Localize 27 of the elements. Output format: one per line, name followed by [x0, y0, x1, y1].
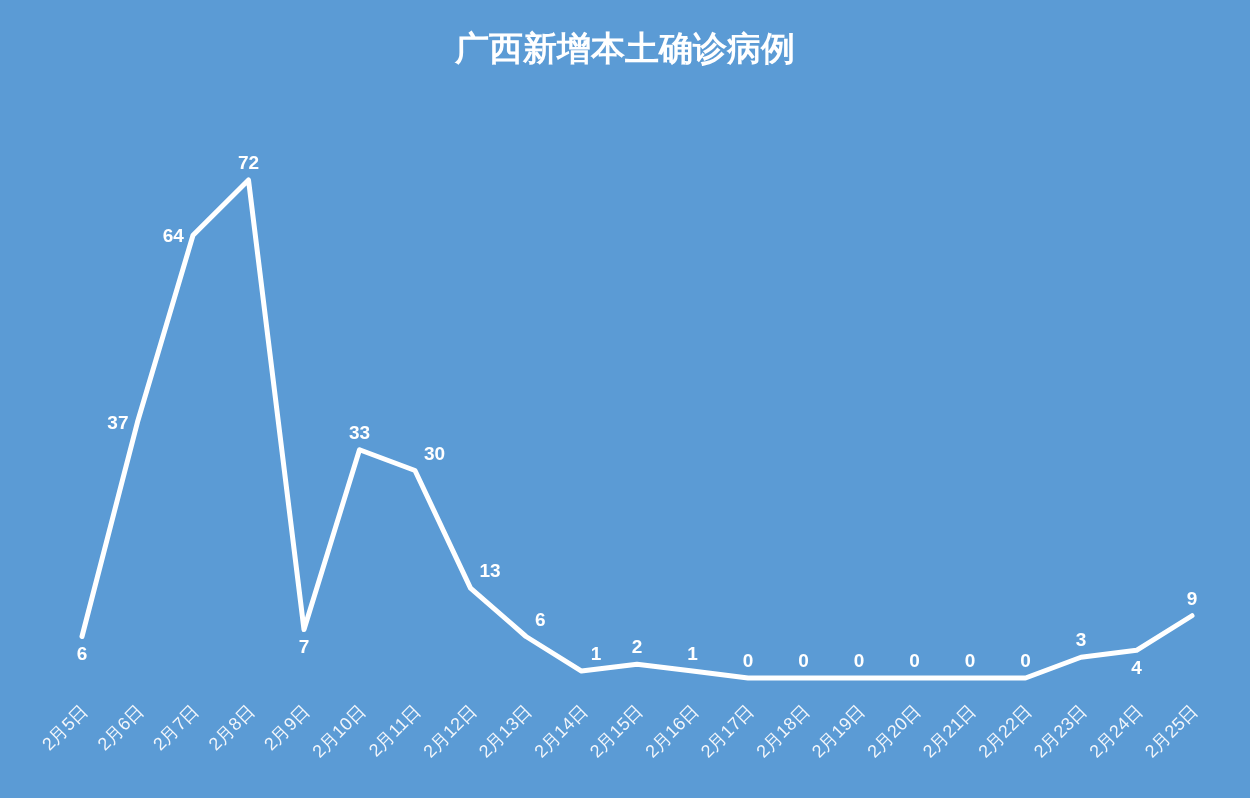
data-label: 0 [909, 650, 920, 672]
data-label: 13 [479, 560, 501, 582]
data-label: 30 [424, 442, 446, 464]
data-label: 0 [964, 650, 976, 672]
data-label: 3 [1075, 629, 1087, 651]
data-label: 1 [687, 643, 698, 665]
data-label: 0 [798, 650, 809, 672]
data-label: 72 [237, 152, 260, 174]
data-label: 9 [1186, 587, 1198, 609]
data-label: 7 [298, 636, 310, 658]
x-tick-label: 2月6日 [93, 700, 148, 755]
data-label: 6 [76, 643, 88, 665]
data-label: 0 [742, 650, 754, 672]
data-label: 37 [107, 411, 129, 433]
x-tick-label: 2月5日 [38, 700, 92, 755]
data-label: 33 [348, 421, 371, 443]
x-tick-label: 2月7日 [149, 700, 203, 755]
data-label: 64 [162, 224, 184, 246]
data-label: 1 [590, 643, 602, 665]
data-label: 6 [535, 608, 546, 630]
data-label: 2 [631, 636, 643, 658]
title: 广西新增本土确诊病例 [455, 29, 795, 67]
data-label: 4 [1131, 657, 1142, 679]
x-tick-label: 2月8日 [204, 700, 259, 755]
data-label: 0 [1020, 650, 1031, 672]
data-label: 0 [853, 650, 865, 672]
x-tick-label: 2月9日 [260, 700, 314, 755]
